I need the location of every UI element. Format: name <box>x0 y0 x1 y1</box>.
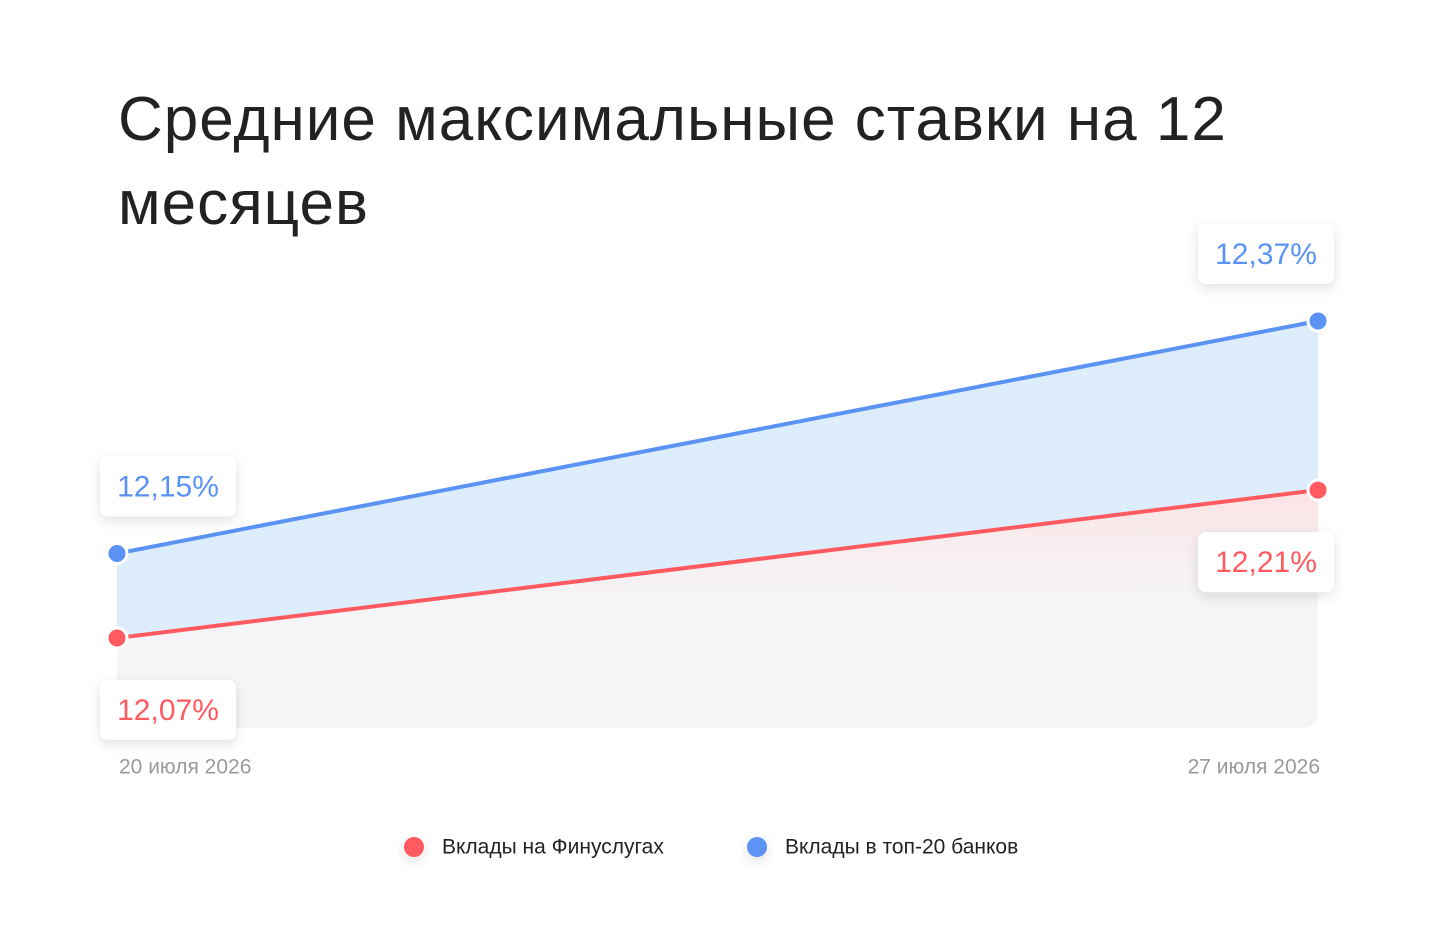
legend-label: Вклады на Финуслугах <box>442 836 664 859</box>
legend-marker <box>747 837 767 857</box>
value-label-text: 12,37% <box>1215 238 1317 271</box>
chart-title: Средние максимальные ставки на 12 месяце… <box>118 85 1227 238</box>
value-label-box <box>100 456 236 517</box>
legend-label: Вклады в топ-20 банков <box>785 836 1018 859</box>
point <box>105 541 129 565</box>
area-between <box>117 321 1318 638</box>
value-label-text: 12,07% <box>117 694 219 727</box>
value-label: 12,07% <box>100 680 236 740</box>
line <box>116 319 1319 556</box>
value-label-text: 12,15% <box>117 470 219 503</box>
line <box>116 488 1319 640</box>
point <box>105 626 129 650</box>
value-label: 12,15% <box>100 456 236 517</box>
value-label-text: 12,21% <box>1215 546 1317 579</box>
point <box>1306 309 1330 333</box>
legend-marker <box>404 837 424 857</box>
x-tick-label: 27 июля 2026 <box>1188 756 1320 779</box>
value-label-box <box>1198 532 1334 593</box>
value-label: 12,37% <box>1198 224 1334 284</box>
x-tick-label: 20 июля 2026 <box>119 756 251 779</box>
point <box>1306 478 1330 502</box>
value-label-box <box>1198 224 1334 284</box>
value-label: 12,21% <box>1198 532 1334 593</box>
value-label-box <box>100 680 236 740</box>
area-glow <box>117 490 1318 638</box>
